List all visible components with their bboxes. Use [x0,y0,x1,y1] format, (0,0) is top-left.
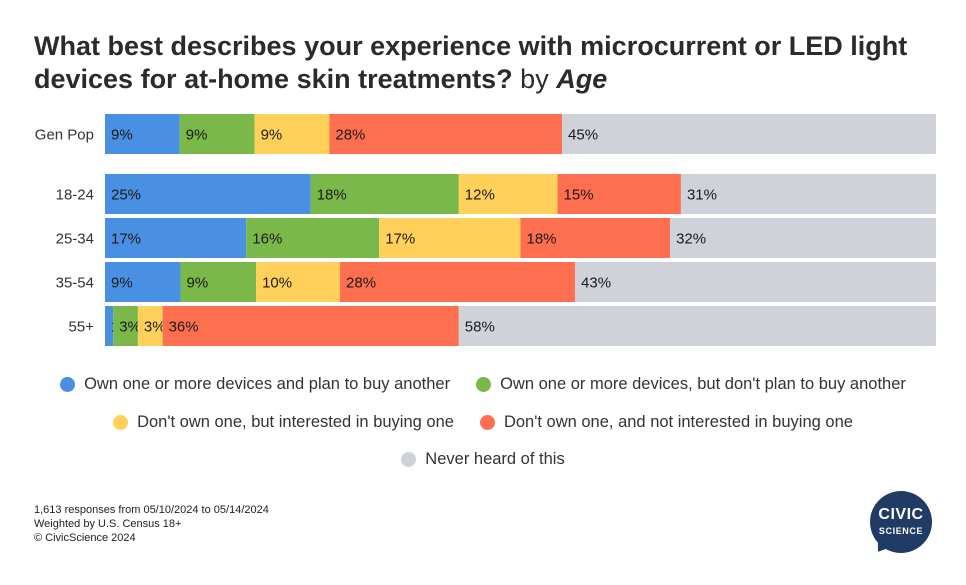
data-label-55-series-2: 3% [144,319,166,336]
data-label-25-34-series-2: 17% [385,231,415,248]
bar-segment-18-24-series-1 [310,174,459,214]
legend-item-not-own-interested: Don't own one, but interested in buying … [113,413,454,432]
bar-segment-35-54-series-4 [575,262,936,302]
stacked-bar-chart: Gen Pop 9% 9% 9% 28% 45% 18-24 25% 18% 12% 15% 31% 2… [35,114,936,346]
bar-segment-gen-pop-series-1 [179,114,255,154]
legend-dot-not-own-interested [113,415,129,430]
data-label-gen-pop-series-0: 9% [111,127,133,144]
bar-segment-55-series-4 [458,306,936,346]
legend-label-not-own-interested: Don't own one, but interested in buying … [137,413,454,431]
legend-dot-own-no-plan [476,377,492,392]
logo-word-civic: CIVIC [878,506,924,523]
logo-speech-bubble: CIVIC SCIENCE [870,491,932,553]
bar-segment-55-series-2 [137,306,163,346]
legend-row-1: Own one or more devices and plan to buy … [0,375,966,394]
legend-item-own-no-plan: Own one or more devices, but don't plan … [476,375,906,394]
data-label-18-24-series-1: 18% [317,187,347,204]
legend-label-not-own-not-interested: Don't own one, and not interested in buy… [503,413,853,431]
footnote-responses: 1,613 responses from 05/10/2024 to 05/14… [34,504,269,516]
bar-segment-18-24-series-4 [680,174,936,214]
bar-segment-gen-pop-series-0 [105,114,180,154]
legend-label-never-heard: Never heard of this [425,450,565,468]
chart-title-by: by [520,64,549,94]
data-label-18-24-series-0: 25% [111,187,141,204]
bar-segment-55-series-1 [113,306,138,346]
category-label-18-24: 18-24 [56,187,94,204]
bar-segment-gen-pop-series-3 [329,114,563,154]
data-label-18-24-series-2: 12% [465,187,495,204]
bar-segment-35-54-series-2 [256,262,341,302]
data-label-35-54-series-3: 28% [346,275,376,292]
legend-dot-not-own-not-interested [479,415,495,430]
chart-title-main: What best describes your experience with… [34,31,908,94]
bar-segment-55-series-3 [162,306,459,346]
bar-segment-25-34-series-0 [105,218,247,258]
legend-dot-never-heard [401,452,417,467]
data-label-18-24-series-3: 15% [564,187,594,204]
footnotes: 1,613 responses from 05/10/2024 to 05/14… [34,503,269,545]
chart-title: What best describes your experience with… [34,30,934,96]
legend-item-not-own-not-interested: Don't own one, and not interested in buy… [479,413,853,432]
bar-segment-35-54-series-3 [340,262,576,302]
data-label-gen-pop-series-3: 28% [335,127,365,144]
category-label-25-34: 25-34 [56,231,94,248]
bar-segment-55-series-0 [105,306,114,346]
data-label-55-series-4: 58% [465,319,495,336]
data-label-35-54-series-1: 9% [187,275,209,292]
legend-row-3: Never heard of this [0,450,966,469]
bar-segment-18-24-series-3 [557,174,681,214]
bar-segment-gen-pop-series-4 [562,114,936,154]
data-label-gen-pop-series-2: 9% [261,127,283,144]
logo-word-science: SCIENCE [878,526,924,536]
bar-segment-25-34-series-1 [246,218,380,258]
footnote-copyright: © CivicScience 2024 [34,532,136,544]
category-label-55: 55+ [69,319,95,336]
bar-segment-gen-pop-series-2 [254,114,330,154]
data-label-25-34-series-0: 17% [111,231,141,248]
bar-segment-25-34-series-3 [520,218,671,258]
bar-segment-35-54-series-0 [105,262,181,302]
data-label-55-series-1: 3% [119,319,141,336]
legend-label-own-plan-buy: Own one or more devices and plan to buy … [84,375,451,393]
data-label-gen-pop-series-1: 9% [186,127,208,144]
data-label-25-34-series-3: 18% [527,231,557,248]
data-label-35-54-series-4: 43% [581,275,611,292]
footnote-weighting: Weighted by U.S. Census 18+ [34,518,182,530]
legend-item-never-heard: Never heard of this [401,450,565,469]
data-label-18-24-series-4: 31% [687,187,717,204]
category-label-gen-pop: Gen Pop [35,127,94,144]
data-label-25-34-series-1: 16% [252,231,282,248]
data-label-25-34-series-4: 32% [676,231,706,248]
data-label-35-54-series-0: 9% [111,275,133,292]
bar-segment-25-34-series-4 [670,218,936,258]
civicscience-logo: CIVIC SCIENCE [869,491,936,558]
legend-dot-own-plan-buy [60,377,76,392]
legend-item-own-plan-buy: Own one or more devices and plan to buy … [60,375,450,394]
category-label-35-54: 35-54 [56,275,94,292]
legend-label-own-no-plan: Own one or more devices, but don't plan … [500,375,906,393]
bar-segment-35-54-series-1 [180,262,257,302]
bar-segment-18-24-series-2 [458,174,558,214]
bar-segment-18-24-series-0 [105,174,311,214]
chart-title-dimension: Age [556,64,608,94]
data-label-35-54-series-2: 10% [262,275,292,292]
legend-row-2: Don't own one, but interested in buying … [0,413,966,432]
data-label-gen-pop-series-4: 45% [568,127,598,144]
bar-segment-25-34-series-2 [379,218,521,258]
data-label-55-series-3: 36% [169,319,199,336]
